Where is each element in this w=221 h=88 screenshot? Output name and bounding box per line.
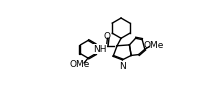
Text: O: O <box>104 32 111 41</box>
Text: N: N <box>119 62 126 71</box>
Text: NH: NH <box>93 45 107 54</box>
Text: OMe: OMe <box>143 41 164 50</box>
Text: OMe: OMe <box>70 60 90 69</box>
